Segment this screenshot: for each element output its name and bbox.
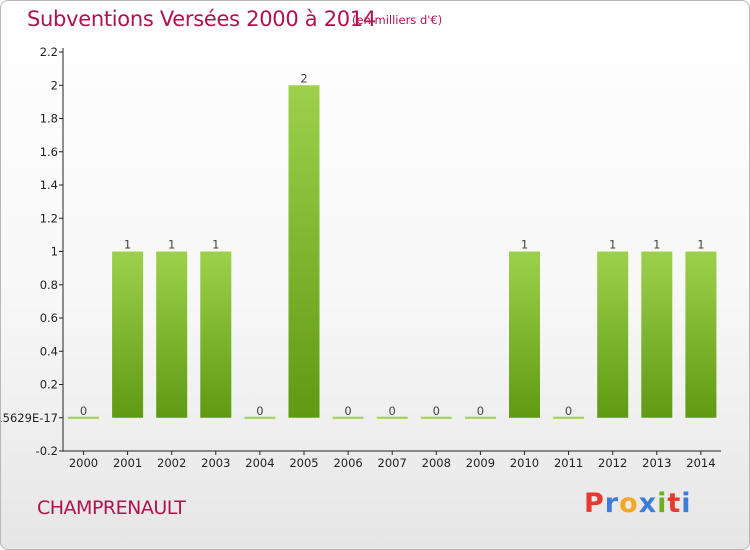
data-label: 0 bbox=[344, 404, 351, 418]
x-tick-label: 2004 bbox=[245, 456, 274, 470]
y-tick-label: 1.4 bbox=[40, 178, 58, 192]
bar bbox=[420, 416, 452, 419]
x-tick-label: 2007 bbox=[378, 456, 407, 470]
bar bbox=[597, 251, 629, 418]
logo-letter: r bbox=[604, 488, 620, 519]
place-name: CHAMPRENAULT bbox=[37, 497, 186, 519]
chart-title: Subventions Versées 2000 à 2014 bbox=[27, 7, 376, 31]
bar bbox=[641, 251, 673, 418]
bar bbox=[156, 251, 188, 418]
x-tick-label: 2009 bbox=[466, 456, 495, 470]
x-tick-label: 2010 bbox=[510, 456, 539, 470]
data-label: 1 bbox=[212, 238, 219, 252]
data-label: 0 bbox=[256, 404, 263, 418]
proxiti-logo[interactable]: Proxiti bbox=[584, 488, 692, 519]
data-label: 0 bbox=[477, 404, 484, 418]
y-tick-label: 1.6 bbox=[40, 145, 58, 159]
x-tick-label: 2012 bbox=[598, 456, 627, 470]
data-label: 2 bbox=[300, 71, 307, 85]
bar bbox=[464, 416, 496, 419]
bar bbox=[200, 251, 232, 418]
logo-letter: P bbox=[584, 488, 605, 519]
y-tick-label: 2 bbox=[51, 78, 58, 92]
logo-letter: o bbox=[619, 488, 639, 519]
bar bbox=[509, 251, 540, 418]
bar bbox=[376, 416, 408, 419]
bar bbox=[112, 251, 144, 418]
data-label: 0 bbox=[80, 404, 87, 418]
chart-unit: (en milliers d'€) bbox=[352, 13, 443, 27]
y-tick-label: 1.2 bbox=[40, 211, 58, 225]
y-tick-label: 0.2 bbox=[40, 378, 58, 392]
data-label: 0 bbox=[389, 404, 396, 418]
x-tick-label: 2003 bbox=[201, 456, 230, 470]
x-tick-label: 2011 bbox=[554, 456, 583, 470]
data-label: 1 bbox=[609, 238, 616, 252]
y-tick-label: 2.2 bbox=[40, 45, 58, 59]
x-tick-label: 2001 bbox=[113, 456, 142, 470]
bar bbox=[288, 85, 320, 418]
logo-letter: i bbox=[657, 488, 668, 519]
data-label: 0 bbox=[433, 404, 440, 418]
x-tick-label: 2006 bbox=[333, 456, 362, 470]
bar bbox=[68, 416, 99, 419]
y-tick-label: -1.15629E-17 bbox=[1, 411, 58, 425]
y-tick-label: -0.2 bbox=[36, 444, 58, 458]
x-tick-label: 2013 bbox=[642, 456, 671, 470]
bar bbox=[685, 251, 717, 418]
data-label: 0 bbox=[565, 404, 572, 418]
logo-letter: i bbox=[681, 488, 692, 519]
y-tick-label: 0.4 bbox=[40, 344, 58, 358]
y-tick-label: 1 bbox=[51, 245, 58, 259]
x-tick-label: 2000 bbox=[69, 456, 98, 470]
x-tick-label: 2008 bbox=[422, 456, 451, 470]
bar bbox=[553, 416, 585, 419]
y-tick-label: 0.6 bbox=[40, 311, 58, 325]
data-label: 1 bbox=[697, 238, 704, 252]
x-tick-label: 2005 bbox=[289, 456, 318, 470]
bar bbox=[332, 416, 364, 419]
y-tick-label: 1.8 bbox=[40, 112, 58, 126]
x-tick-label: 2014 bbox=[686, 456, 715, 470]
data-label: 1 bbox=[168, 238, 175, 252]
logo-letter: t bbox=[667, 488, 682, 519]
data-label: 1 bbox=[653, 238, 660, 252]
y-tick-label: 0.8 bbox=[40, 278, 58, 292]
x-tick-label: 2002 bbox=[157, 456, 186, 470]
logo-letter: x bbox=[638, 488, 658, 519]
data-label: 1 bbox=[124, 238, 131, 252]
data-label: 1 bbox=[521, 238, 528, 252]
bar bbox=[244, 416, 276, 419]
